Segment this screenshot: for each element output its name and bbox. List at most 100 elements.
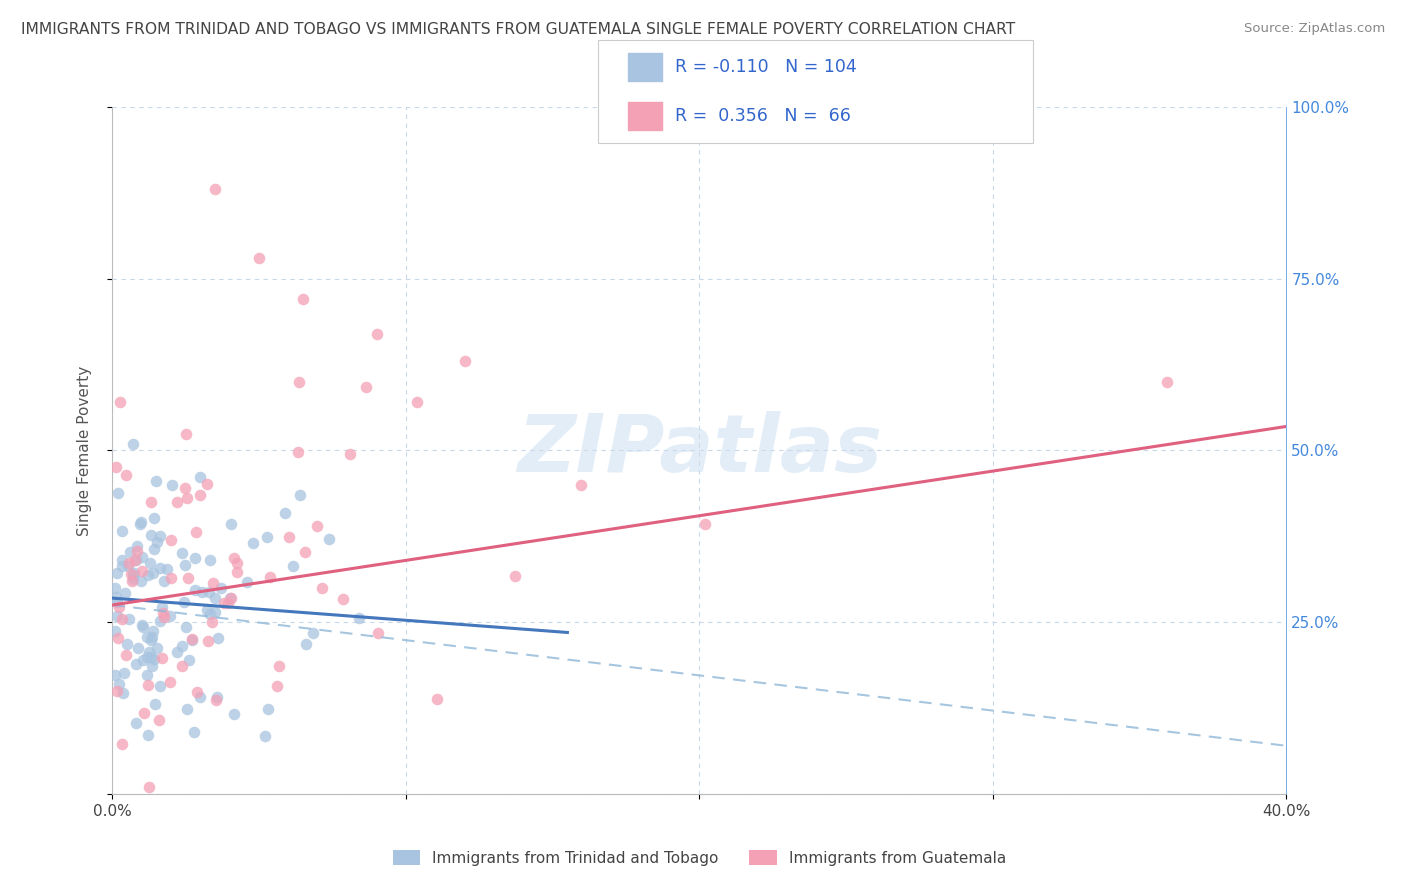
Point xyxy=(105,595,128,609)
Point xyxy=(111,553,134,567)
Point xyxy=(111,686,134,700)
Point xyxy=(127,640,149,655)
Point xyxy=(152,606,174,620)
Point xyxy=(200,552,222,566)
Point xyxy=(105,566,128,580)
Text: IMMIGRANTS FROM TRINIDAD AND TOBAGO VS IMMIGRANTS FROM GUATEMALA SINGLE FEMALE P: IMMIGRANTS FROM TRINIDAD AND TOBAGO VS I… xyxy=(21,22,1015,37)
Point xyxy=(104,624,127,639)
Point xyxy=(695,516,717,531)
Point xyxy=(159,674,181,689)
Point xyxy=(283,559,305,574)
Point xyxy=(122,572,145,586)
Point xyxy=(186,685,208,699)
Point xyxy=(107,677,129,691)
Point xyxy=(259,570,281,584)
Point xyxy=(302,625,325,640)
Point xyxy=(149,614,172,628)
Point xyxy=(354,380,377,394)
Point xyxy=(135,667,157,681)
Point xyxy=(174,481,197,495)
Point xyxy=(153,610,176,624)
Point xyxy=(1156,375,1178,389)
Point xyxy=(287,375,309,389)
Point xyxy=(205,692,228,706)
Point xyxy=(224,707,246,722)
Point xyxy=(136,728,159,742)
Point xyxy=(183,582,205,597)
Point xyxy=(105,683,128,698)
Point xyxy=(184,524,207,539)
Point xyxy=(198,607,221,622)
Point xyxy=(108,600,131,615)
Point xyxy=(145,475,167,489)
Point xyxy=(117,558,139,573)
Point xyxy=(131,549,153,564)
Point xyxy=(217,596,239,610)
Point xyxy=(124,566,146,580)
Point xyxy=(204,591,226,605)
Point xyxy=(104,581,127,595)
Y-axis label: Single Female Poverty: Single Female Poverty xyxy=(77,366,91,535)
Point xyxy=(242,535,264,549)
Point xyxy=(366,326,388,341)
Point xyxy=(256,530,278,544)
Point xyxy=(292,293,315,307)
Point xyxy=(204,182,226,196)
Point xyxy=(120,567,142,582)
Point xyxy=(136,630,159,644)
Legend: Immigrants from Trinidad and Tobago, Immigrants from Guatemala: Immigrants from Trinidad and Tobago, Imm… xyxy=(387,845,1012,872)
Point xyxy=(195,476,218,491)
Point xyxy=(207,632,229,646)
Point xyxy=(104,668,127,682)
Point xyxy=(287,445,309,459)
Point xyxy=(173,595,195,609)
Point xyxy=(166,645,188,659)
Point xyxy=(141,630,163,644)
Point xyxy=(131,618,153,632)
Point xyxy=(170,546,193,560)
Point xyxy=(278,530,301,544)
Point xyxy=(166,494,188,508)
Point xyxy=(204,605,226,619)
Point xyxy=(159,608,181,623)
Point xyxy=(105,459,128,474)
Point xyxy=(197,585,219,599)
Text: ZIPatlas: ZIPatlas xyxy=(517,411,882,490)
Point xyxy=(138,780,160,794)
Point xyxy=(190,488,212,502)
Point xyxy=(118,612,141,626)
Point xyxy=(149,529,172,543)
Point xyxy=(201,615,224,629)
Point xyxy=(332,592,354,607)
Point xyxy=(295,637,318,651)
Point xyxy=(108,395,131,409)
Point xyxy=(212,596,235,610)
Point xyxy=(184,550,207,565)
Point xyxy=(138,645,160,659)
Point xyxy=(188,690,211,704)
Point xyxy=(266,679,288,693)
Point xyxy=(406,395,429,409)
Point xyxy=(131,620,153,634)
Point xyxy=(267,659,290,673)
Point xyxy=(254,729,277,743)
Point xyxy=(141,633,163,648)
Point xyxy=(134,706,156,720)
Point xyxy=(191,585,214,599)
Point xyxy=(139,650,162,665)
Point xyxy=(111,737,134,751)
Point xyxy=(122,567,145,582)
Point xyxy=(129,515,152,529)
Point xyxy=(426,691,449,706)
Point xyxy=(129,574,152,588)
Point xyxy=(170,639,193,653)
Point xyxy=(114,586,136,600)
Text: R =  0.356   N =  66: R = 0.356 N = 66 xyxy=(675,107,851,125)
Point xyxy=(288,487,311,501)
Point xyxy=(143,510,166,524)
Point xyxy=(195,603,218,617)
Point xyxy=(174,558,197,573)
Point xyxy=(114,648,136,662)
Point xyxy=(181,632,204,647)
Point xyxy=(505,568,527,582)
